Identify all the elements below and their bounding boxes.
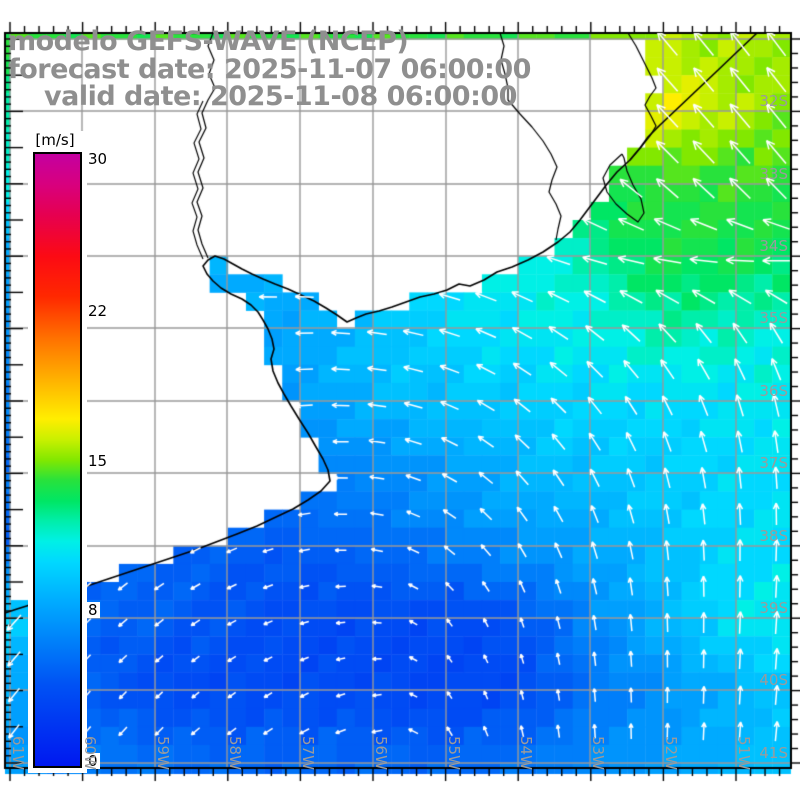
lon-label-54W: 54W [517, 736, 535, 770]
lat-label-40S: 40S [759, 671, 788, 689]
lon-label-55W: 55W [445, 736, 463, 770]
lat-label-32S: 32S [759, 92, 788, 110]
lon-label-53W: 53W [589, 736, 607, 770]
lat-label-37S: 37S [759, 454, 788, 472]
lon-label-52W: 52W [662, 736, 680, 770]
lat-label-38S: 38S [759, 527, 788, 545]
lon-label-60W: 60W [81, 736, 99, 770]
lat-label-36S: 36S [759, 382, 788, 400]
colorbar [33, 152, 82, 768]
lat-label-39S: 39S [759, 599, 788, 617]
colorbar-tick-22: 22 [86, 302, 110, 320]
colorbar-tick-0: 0 [86, 752, 100, 770]
lon-label-57W: 57W [299, 736, 317, 770]
forecast-date-text: forecast date: 2025-11-07 06:00:00 [8, 54, 531, 85]
lon-label-56W: 56W [372, 736, 390, 770]
lat-label-35S: 35S [759, 309, 788, 327]
lat-label-34S: 34S [759, 237, 788, 255]
lon-label-51W: 51W [735, 736, 753, 770]
colorbar-tick-8: 8 [86, 601, 100, 619]
colorbar-unit-label: [m/s] [24, 131, 86, 149]
colorbar-tick-30: 30 [86, 150, 110, 168]
lon-label-61W: 61W [9, 736, 27, 770]
lat-label-41S: 41S [759, 744, 788, 762]
model-title: modelo GEFS-WAVE (NCEP) [8, 26, 409, 57]
valid-date-text: valid date: 2025-11-08 06:00:00 [44, 81, 517, 112]
colorbar-tick-15: 15 [86, 452, 110, 470]
lon-label-58W: 58W [226, 736, 244, 770]
lon-label-59W: 59W [154, 736, 172, 770]
lat-label-33S: 33S [759, 165, 788, 183]
